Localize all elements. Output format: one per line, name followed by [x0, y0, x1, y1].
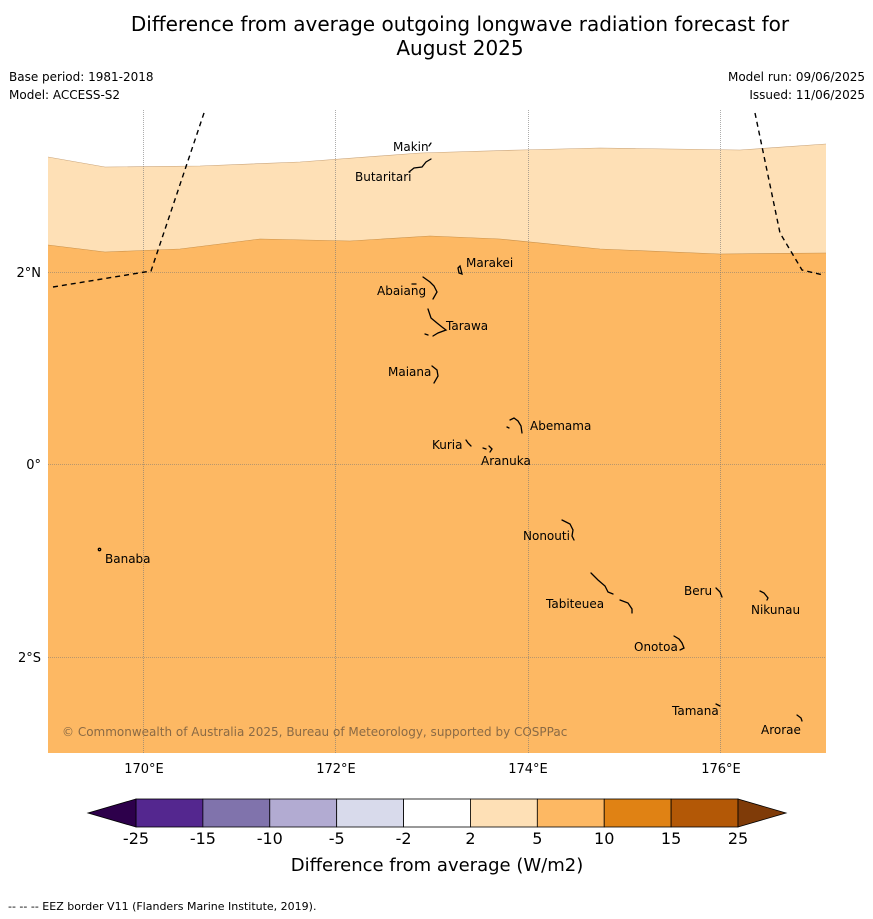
island-shape-banaba	[97, 547, 102, 552]
graticule	[48, 110, 826, 753]
island-shape-arorae	[796, 714, 803, 722]
lon-tick-174: 174°E	[508, 762, 548, 777]
island-label-nikunau: Nikunau	[751, 603, 800, 617]
lon-tick-170: 170°E	[124, 762, 164, 777]
island-label-marakei: Marakei	[466, 256, 513, 270]
island-shape-beru	[715, 587, 723, 598]
eez-border-west	[52, 110, 206, 288]
eez-border	[52, 110, 824, 288]
lon-tick-labels: 170°E 172°E 174°E 176°E	[124, 762, 741, 777]
island-shape-kuria	[465, 439, 472, 447]
lon-tick-176: 176°E	[701, 762, 741, 777]
colorbar-cell	[603, 798, 672, 828]
contour-line-5	[48, 235, 826, 255]
footer-note: -- -- -- EEZ border V11 (Flanders Marine…	[8, 900, 317, 913]
lat-tick-2s: 2°S	[18, 651, 41, 666]
island-label-abaiang: Abaiang	[377, 284, 426, 298]
island-shape-tabiteuea	[590, 572, 633, 614]
title-line-1: Difference from average outgoing longwav…	[130, 12, 790, 36]
colorbar-tick-labels: -25 -15 -10 -5 -2 2 5 10 15 25	[123, 829, 748, 848]
base-period: Base period: 1981-2018	[9, 70, 154, 84]
colorbar-cell	[269, 798, 338, 828]
meta-left: Base period: 1981-2018 Model: ACCESS-S2	[9, 68, 154, 104]
island-shape-onotoa	[673, 635, 685, 651]
lat-tick-labels: 2°N 0° 2°S	[17, 266, 42, 666]
colorbar-under-arrow	[86, 798, 137, 828]
contour-line-2	[48, 143, 826, 168]
island-label-banaba: Banaba	[105, 552, 151, 566]
colorbar-cell	[470, 798, 538, 828]
lon-tick-172: 172°E	[316, 762, 356, 777]
model-run: Model run: 09/06/2025	[727, 70, 865, 84]
colorbar-tick-label: -15	[190, 829, 216, 848]
colorbar-tick-label: -25	[123, 829, 149, 848]
island-label-tabiteuea: Tabiteuea	[545, 597, 604, 611]
anomaly-band-5-to-10	[48, 236, 826, 753]
issued-date: Issued: 11/06/2025	[749, 88, 865, 102]
colorbar-tick-label: 2	[465, 829, 475, 848]
island-shape-maiana	[431, 365, 439, 384]
island-label-makin: Makin	[393, 140, 429, 154]
colorbar-cell	[403, 798, 471, 828]
colorbar-tick-label: 5	[532, 829, 542, 848]
colorbar-cell	[536, 798, 605, 828]
colorbar-tick-label: 15	[661, 829, 681, 848]
colorbar-tick-label: 25	[728, 829, 748, 848]
island-shape-marakei	[457, 264, 463, 275]
island-label-tarawa: Tarawa	[445, 319, 488, 333]
island-label-aranuka: Aranuka	[481, 454, 531, 468]
colorbar-tick-label: -5	[329, 829, 345, 848]
island-shape-makin	[428, 142, 432, 147]
island-shape-aranuka	[482, 445, 493, 453]
colorbar-over-arrow	[737, 798, 788, 828]
colorbar: -25 -15 -10 -5 -2 2 5 10 15 25 Difference from av…	[86, 798, 788, 876]
lat-tick-2n: 2°N	[17, 266, 42, 281]
colorbar-label: Difference from average (W/m2)	[291, 855, 583, 876]
chart-title: Difference from average outgoing longwav…	[0, 12, 873, 60]
island-shape-nikunau	[759, 590, 769, 601]
island-label-kuria: Kuria	[432, 438, 463, 452]
island-label-nonouti: Nonouti	[523, 529, 570, 543]
copyright-notice: © Commonwealth of Australia 2025, Bureau…	[62, 725, 567, 739]
lat-tick-0: 0°	[26, 458, 41, 473]
island-shape-tamana	[715, 703, 721, 707]
model-name: Model: ACCESS-S2	[9, 88, 121, 102]
island-label-arorae: Arorae	[761, 723, 801, 737]
island-shape-tarawa	[424, 308, 448, 337]
colorbar-tick-label: 10	[594, 829, 614, 848]
island-label-butaritari: Butaritari	[355, 170, 412, 184]
meta-right: Model run: 09/06/2025 Issued: 11/06/2025	[728, 68, 865, 104]
colorbar-tick-label: -10	[257, 829, 283, 848]
island-label-onotoa: Onotoa	[634, 640, 678, 654]
colorbar-cells	[135, 798, 739, 828]
island-label-maiana: Maiana	[388, 365, 431, 379]
island-label-abemama: Abemama	[530, 419, 591, 433]
island-shape-butaritari	[408, 158, 432, 173]
island-label-beru: Beru	[684, 584, 712, 598]
island-label-tamana: Tamana	[671, 704, 719, 718]
island-shape-abaiang	[411, 276, 438, 300]
eez-border-east	[754, 112, 824, 276]
colorbar-cell	[202, 798, 271, 828]
island-shape-nonouti	[561, 519, 575, 541]
colorbar-cell	[670, 798, 739, 828]
title-line-2: August 2025	[396, 36, 524, 60]
colorbar-tick-label: -2	[396, 829, 412, 848]
colorbar-cell	[336, 798, 404, 828]
island-shape-abemama	[506, 417, 523, 434]
map-area: Makin Butaritari Marakei Abaiang Tarawa …	[48, 110, 826, 753]
island-labels: Makin Butaritari Marakei Abaiang Tarawa …	[105, 140, 801, 737]
island-outlines	[97, 142, 803, 722]
colorbar-cell	[135, 798, 204, 828]
